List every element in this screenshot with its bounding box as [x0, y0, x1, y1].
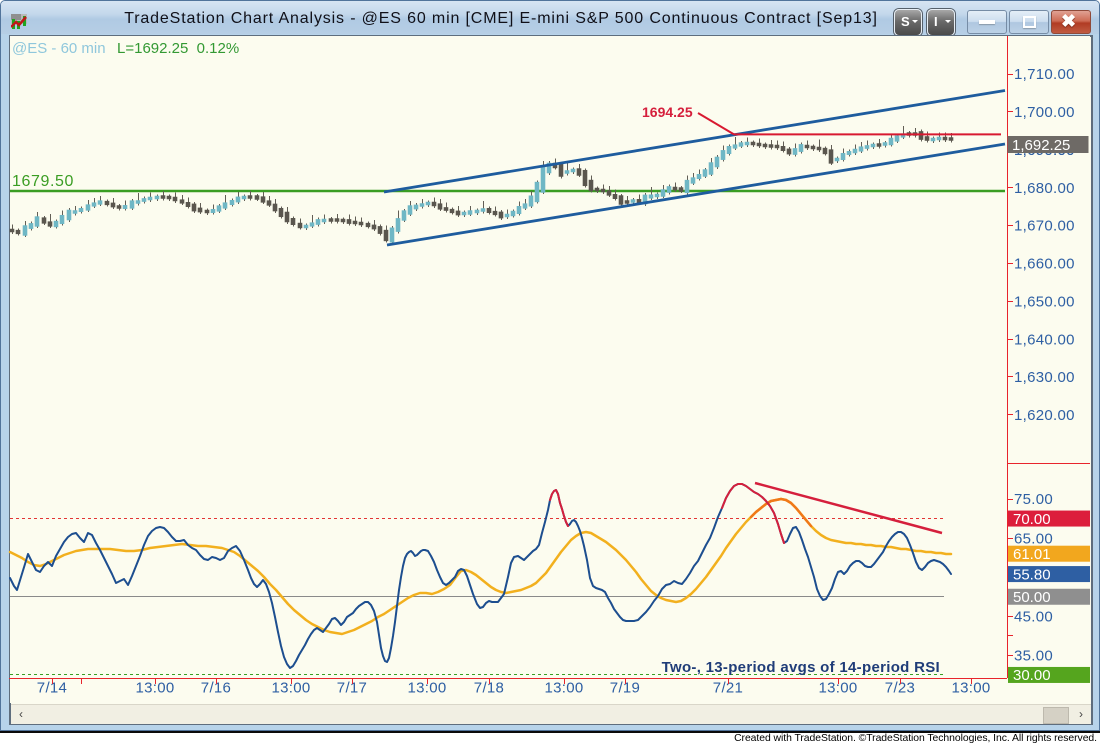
svg-text:13:00: 13:00 [951, 680, 990, 697]
svg-text:7/23: 7/23 [885, 680, 915, 697]
svg-text:1,620.00: 1,620.00 [1014, 407, 1075, 424]
svg-text:1,700.00: 1,700.00 [1014, 104, 1075, 121]
svg-text:70.00: 70.00 [1013, 511, 1051, 528]
svg-text:13:00: 13:00 [135, 680, 174, 697]
svg-text:@ES - 60 min: @ES - 60 min [12, 40, 106, 57]
svg-text:50.00: 50.00 [1013, 589, 1051, 606]
svg-text:75.00: 75.00 [1014, 491, 1053, 508]
svg-text:1694.25: 1694.25 [642, 104, 693, 120]
svg-text:Two-, 13-period avgs of 14-per: Two-, 13-period avgs of 14-period RSI [662, 659, 940, 676]
svg-text:65.00: 65.00 [1014, 530, 1053, 547]
svg-text:55.80: 55.80 [1013, 566, 1051, 583]
svg-text:L=1692.25 0.12%: L=1692.25 0.12% [117, 40, 239, 57]
svg-text:13:00: 13:00 [407, 680, 446, 697]
svg-text:7/18: 7/18 [474, 680, 504, 697]
svg-text:30.00: 30.00 [1013, 667, 1051, 684]
svg-text:1,660.00: 1,660.00 [1014, 256, 1075, 273]
svg-text:7/16: 7/16 [201, 680, 231, 697]
svg-text:7/14: 7/14 [37, 680, 67, 697]
svg-text:1,630.00: 1,630.00 [1014, 369, 1075, 386]
svg-text:13:00: 13:00 [818, 680, 857, 697]
svg-text:45.00: 45.00 [1014, 609, 1053, 626]
svg-text:1,670.00: 1,670.00 [1014, 218, 1075, 235]
svg-text:7/19: 7/19 [610, 680, 640, 697]
svg-text:1,640.00: 1,640.00 [1014, 331, 1075, 348]
svg-text:1,650.00: 1,650.00 [1014, 293, 1075, 310]
svg-text:1,680.00: 1,680.00 [1014, 180, 1075, 197]
svg-text:61.01: 61.01 [1013, 546, 1051, 563]
svg-text:35.00: 35.00 [1014, 648, 1053, 665]
svg-text:7/21: 7/21 [713, 680, 743, 697]
svg-text:13:00: 13:00 [271, 680, 310, 697]
svg-text:1,710.00: 1,710.00 [1014, 66, 1075, 83]
svg-text:1,692.25: 1,692.25 [1012, 137, 1070, 154]
svg-text:13:00: 13:00 [544, 680, 583, 697]
svg-text:1679.50: 1679.50 [12, 173, 74, 190]
svg-text:7/17: 7/17 [337, 680, 367, 697]
